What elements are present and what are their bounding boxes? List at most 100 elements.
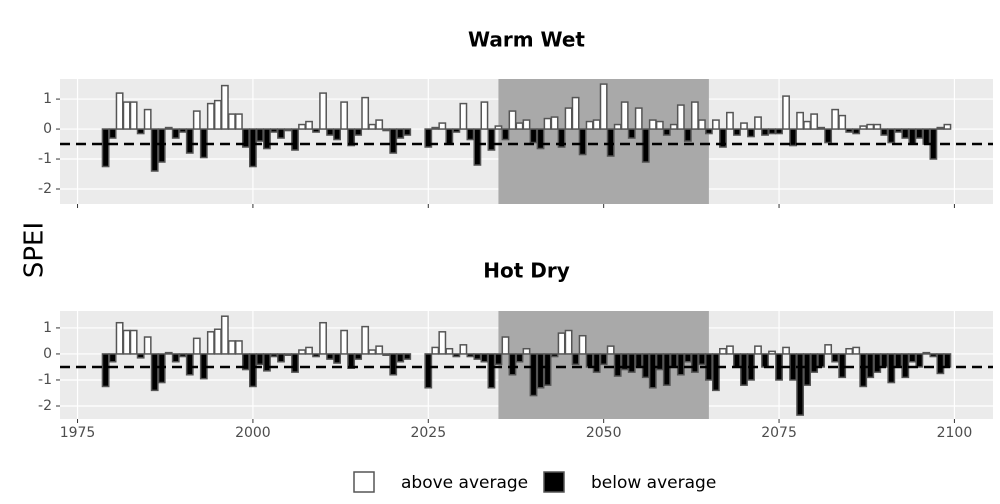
bar [634,353,643,368]
bar [936,126,945,130]
bar [192,110,201,130]
y-tick-label: -1 [38,151,52,167]
bar [487,128,496,151]
bar [887,353,896,384]
legend-label: below average [591,473,716,493]
bar [817,126,826,130]
bar [136,128,145,135]
bar [129,329,138,355]
bar [122,329,131,355]
bar [185,353,194,376]
bar [529,128,538,144]
bar [256,128,264,142]
bar [627,353,636,373]
bar [347,128,356,147]
bar [249,353,257,388]
bar [648,119,657,130]
bar [234,340,243,355]
bar [206,331,215,355]
bar [438,331,447,355]
bar [501,336,510,355]
bar [571,353,580,366]
bar [375,345,384,355]
bar [536,353,545,389]
bar [452,128,461,133]
bar [824,344,833,355]
bar [557,332,566,355]
bar [431,346,440,355]
bar [719,128,727,148]
bar [333,128,342,141]
bar [733,128,741,136]
bar [662,128,671,136]
bar [508,353,517,376]
bar [571,96,580,130]
bar [866,123,875,130]
bar [143,336,152,355]
bar [326,128,334,136]
bar [424,128,433,148]
bar [473,128,482,166]
bar [768,128,776,135]
bar [171,353,180,363]
bar [761,128,769,136]
bar [213,328,222,355]
bar [150,353,159,392]
bar [564,107,573,130]
bar [178,353,187,358]
bar [206,102,215,130]
bar [543,117,552,130]
bar [480,101,489,130]
y-tick-label: -2 [38,398,52,414]
x-tick-label: 2100 [937,425,973,441]
bar [270,353,278,358]
bar [901,353,910,379]
bar [284,128,292,132]
bar [340,329,349,355]
bar [234,113,243,130]
bar [887,128,896,144]
bar [922,128,931,145]
bar [740,353,748,386]
bar [115,92,124,130]
bar [627,128,636,139]
bar [782,346,790,355]
bar [101,353,110,388]
bar [312,353,320,358]
bar [164,351,173,355]
bar [754,116,762,130]
bar [487,353,496,389]
bar [810,353,819,373]
bar [789,353,797,381]
bar [796,353,804,416]
bar [697,353,706,366]
bar [894,353,903,368]
bar [249,128,257,168]
bar [894,128,903,133]
bar [599,353,608,366]
bar [361,325,370,355]
bar [690,353,699,373]
bar [389,353,398,376]
bar [473,353,482,360]
bar [277,353,285,363]
bar [831,108,840,130]
bar [676,353,685,376]
bar [852,346,861,355]
bar [361,96,370,130]
bar [480,353,489,363]
bar [669,123,678,130]
bar [606,128,615,157]
bar [838,353,847,379]
x-tick-label: 2075 [761,425,797,441]
bar [817,353,826,368]
bar [263,128,271,150]
bar [277,128,285,139]
bar [136,353,145,359]
panel-title: Warm Wet [468,28,585,52]
bar [592,119,601,130]
bar [354,128,363,136]
bar [389,128,398,154]
bar [641,128,650,163]
bar [859,353,868,388]
